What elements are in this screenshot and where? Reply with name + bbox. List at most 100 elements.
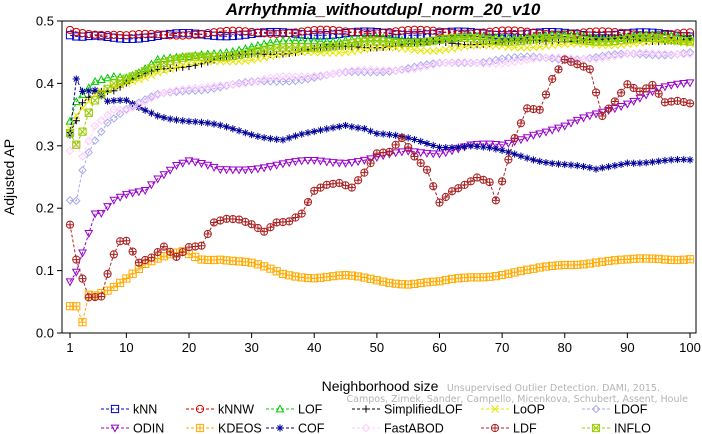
data-point xyxy=(435,143,444,151)
data-point xyxy=(648,48,657,58)
data-point xyxy=(272,72,281,82)
data-point xyxy=(297,209,306,218)
data-point xyxy=(248,131,256,139)
data-point xyxy=(78,274,87,283)
data-point xyxy=(103,203,113,212)
data-point xyxy=(655,157,663,165)
watermark-line-2: Campos, Zimek, Sander, Campello, Micenko… xyxy=(347,394,689,405)
data-point xyxy=(642,84,651,93)
data-point xyxy=(523,43,532,52)
data-point xyxy=(147,253,156,262)
data-point xyxy=(179,117,187,125)
data-point xyxy=(265,38,275,47)
data-point xyxy=(103,269,112,279)
legend-item-odin: ODIN xyxy=(101,422,164,434)
data-point xyxy=(630,159,638,167)
data-point xyxy=(247,27,256,37)
data-point xyxy=(90,76,100,85)
data-point xyxy=(71,196,81,206)
data-point xyxy=(423,46,431,55)
data-point xyxy=(560,122,570,131)
data-point xyxy=(360,45,369,54)
data-point xyxy=(328,159,338,168)
data-point xyxy=(391,140,400,149)
data-point xyxy=(453,58,463,68)
x-tick-label: 10 xyxy=(119,340,133,355)
data-point xyxy=(685,37,695,46)
data-point xyxy=(354,46,363,55)
data-point xyxy=(460,180,469,190)
data-point xyxy=(598,111,607,121)
data-point xyxy=(222,123,231,131)
data-point xyxy=(654,89,663,98)
x-tick-label: 1 xyxy=(66,340,73,355)
y-tick-label: 0.5 xyxy=(36,14,54,29)
y-tick-label: 0.3 xyxy=(36,138,54,153)
data-point xyxy=(353,28,363,37)
legend-item-lof: LOF xyxy=(266,403,323,417)
data-point xyxy=(441,45,450,54)
series-ldf xyxy=(65,55,695,302)
y-tick-label: 0.2 xyxy=(36,201,54,216)
data-point xyxy=(78,127,87,136)
series-simplifiedlof xyxy=(66,34,694,137)
data-point xyxy=(134,30,143,39)
series-line xyxy=(69,82,691,283)
data-point xyxy=(241,77,250,87)
data-point xyxy=(686,156,694,164)
data-point xyxy=(491,196,500,205)
data-point xyxy=(329,124,337,132)
data-point xyxy=(635,48,645,58)
data-point xyxy=(165,87,175,97)
data-point xyxy=(447,57,457,67)
data-point xyxy=(116,96,124,104)
data-point xyxy=(172,31,181,40)
data-point xyxy=(128,247,137,256)
data-point xyxy=(65,146,75,155)
data-point xyxy=(103,118,112,128)
data-point xyxy=(116,278,125,287)
data-point xyxy=(490,423,500,433)
data-point xyxy=(266,223,275,232)
data-point xyxy=(178,159,188,168)
data-point xyxy=(266,29,275,38)
data-point xyxy=(190,158,200,167)
data-point xyxy=(310,31,319,40)
data-point xyxy=(275,404,285,413)
watermark-line-1: Unsupervised Outlier Detection. DAMI, 20… xyxy=(447,383,660,394)
data-point xyxy=(72,75,80,83)
data-point xyxy=(491,59,501,68)
data-point xyxy=(72,140,81,149)
data-point xyxy=(209,163,219,172)
data-point xyxy=(617,160,625,169)
data-point xyxy=(204,119,212,127)
data-point xyxy=(285,217,294,226)
data-point xyxy=(660,49,670,59)
data-point xyxy=(185,117,193,125)
data-point xyxy=(416,149,426,158)
data-point xyxy=(685,49,695,59)
legend-item-fastabod: FastABOD xyxy=(352,422,444,434)
data-point xyxy=(410,25,419,34)
legend-item-inflo: INFLO xyxy=(582,422,651,434)
data-point xyxy=(591,404,601,414)
data-point xyxy=(254,132,262,140)
data-point xyxy=(97,127,106,137)
legend-item-loop: LoOP xyxy=(481,403,545,417)
data-point xyxy=(573,162,581,170)
data-point xyxy=(516,52,526,62)
data-point xyxy=(303,26,313,35)
data-point xyxy=(497,59,507,68)
data-point xyxy=(128,30,137,39)
data-point xyxy=(309,71,319,81)
data-point xyxy=(253,165,263,174)
data-point xyxy=(97,292,106,301)
data-point xyxy=(478,140,488,149)
data-point xyxy=(115,193,125,202)
data-point xyxy=(78,165,87,175)
data-point xyxy=(241,78,250,88)
data-point xyxy=(373,129,381,138)
data-point xyxy=(334,159,344,168)
data-point xyxy=(103,30,112,40)
